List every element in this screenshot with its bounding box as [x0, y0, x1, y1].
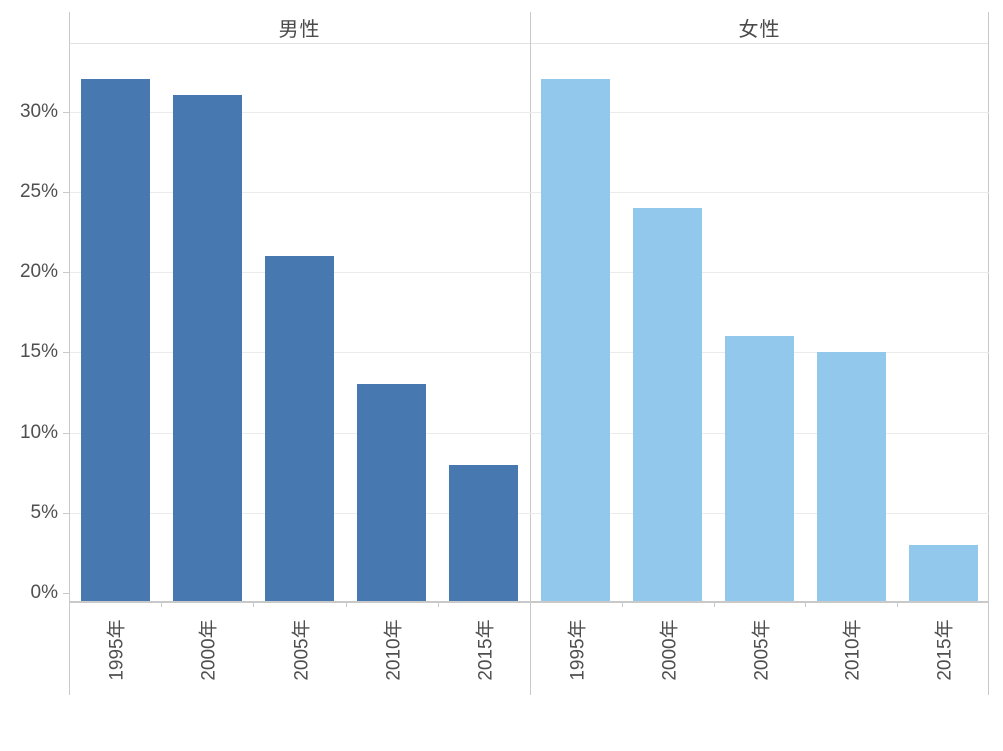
x-tick-label-女性-1995年: 1995年: [567, 619, 589, 681]
x-tick-label-女性-2005年: 2005年: [751, 619, 772, 681]
x-tick-label-男性-2005年: 2005年: [291, 619, 312, 681]
bar-男性-2000年[interactable]: [172, 95, 242, 601]
panel-divider-line: [530, 12, 531, 695]
bar-男性-2005年[interactable]: [265, 255, 334, 601]
y-tick-mark-25pct: [63, 191, 69, 193]
y-tick-label-20pct: 20%: [19, 261, 58, 282]
bar-男性-2010年[interactable]: [357, 384, 427, 601]
y-tick-label-25pct: 25%: [19, 180, 58, 202]
y-tick-label-15pct: 15%: [19, 341, 58, 363]
x-tick-label-男性-2015年: 2015年: [475, 619, 497, 681]
panel-header-female-label: 女性: [738, 19, 781, 41]
gridline-30pct: [70, 111, 989, 113]
bar-女性-1995年[interactable]: [541, 79, 611, 601]
bar-女性-2010年[interactable]: [816, 352, 886, 601]
y-tick-mark-30pct: [63, 111, 69, 113]
x-tick-label-女性-2000年: 2000年: [659, 619, 681, 681]
bar-女性-2005年[interactable]: [725, 336, 794, 601]
bar-女性-2000年[interactable]: [633, 207, 703, 601]
gridline-20pct: [70, 272, 989, 273]
x-tick-mark: [805, 602, 807, 607]
x-tick-mark: [253, 602, 255, 607]
x-tick-label-男性-1995年: 1995年: [106, 619, 128, 681]
y-tick-label-5pct: 5%: [30, 501, 58, 523]
right-border-line: [988, 12, 989, 695]
y-tick-label-30pct: 30%: [19, 100, 58, 122]
x-axis-line: [69, 601, 989, 603]
x-tick-label-女性-2015年: 2015年: [934, 619, 956, 681]
y-tick-label-0pct: 0%: [30, 582, 58, 603]
y-tick-mark-0pct: [63, 593, 69, 594]
gridline-10pct: [70, 432, 989, 434]
y-tick-mark-5pct: [63, 512, 69, 514]
x-tick-mark: [437, 602, 439, 607]
x-tick-mark: [897, 602, 899, 607]
x-tick-label-男性-2010年: 2010年: [383, 619, 405, 681]
x-tick-label-女性-2010年: 2010年: [842, 619, 864, 681]
y-tick-label-10pct: 10%: [19, 421, 58, 443]
gridline-5pct: [70, 512, 989, 514]
panel-header-male: 男性: [69, 12, 530, 43]
header-separator-line: [69, 43, 989, 44]
bar-男性-1995年[interactable]: [80, 79, 150, 601]
x-tick-mark: [161, 602, 163, 607]
y-tick-mark-20pct: [63, 272, 69, 273]
bar-女性-2015年[interactable]: [908, 544, 978, 601]
bar-男性-2015年[interactable]: [449, 464, 519, 601]
x-tick-label-男性-2000年: 2000年: [198, 619, 220, 681]
y-tick-mark-15pct: [63, 352, 69, 354]
x-tick-mark: [621, 602, 623, 607]
gridline-15pct: [70, 352, 989, 354]
panel-header-male-label: 男性: [278, 19, 321, 41]
x-tick-mark: [713, 602, 715, 607]
y-tick-mark-10pct: [63, 432, 69, 434]
panel-header-female: 女性: [530, 12, 989, 43]
gridline-25pct: [70, 191, 989, 193]
x-tick-mark: [345, 602, 347, 607]
left-axis-line: [69, 12, 70, 695]
